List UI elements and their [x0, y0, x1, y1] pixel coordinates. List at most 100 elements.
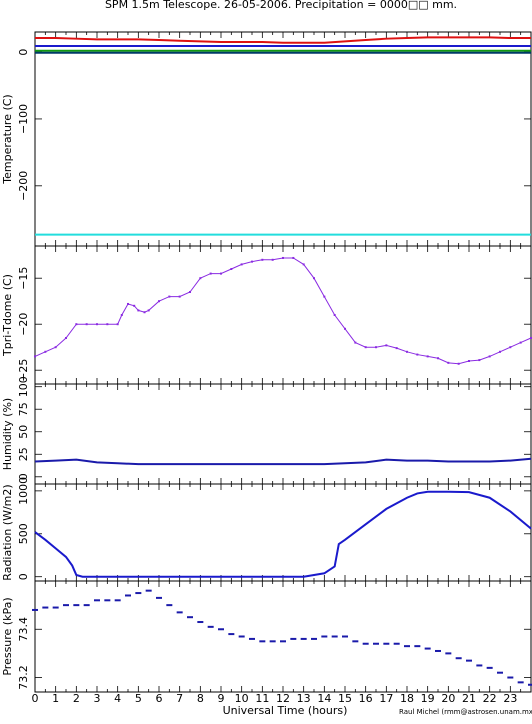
data-point — [166, 604, 173, 607]
y-tick-label: 0 — [17, 573, 30, 580]
data-point — [383, 642, 390, 645]
x-tick-label: 16 — [359, 692, 373, 705]
data-point — [373, 642, 379, 645]
x-tick-label: 1 — [52, 692, 59, 705]
x-tick-label: 20 — [441, 692, 455, 705]
data-point — [455, 657, 462, 660]
y-tick-label: 500 — [17, 523, 30, 544]
x-tick-label: 11 — [255, 692, 269, 705]
series-line — [34, 490, 532, 578]
y-tick-label: 0 — [17, 49, 30, 56]
data-point — [42, 606, 49, 609]
data-point — [290, 637, 297, 640]
y-tick-label: 25 — [17, 447, 30, 461]
series-line — [34, 257, 532, 365]
data-point — [238, 635, 245, 638]
data-point — [517, 681, 524, 684]
y-tick-label: 75 — [17, 402, 30, 416]
credit-text: Raul Michel (rmm@astrosen.unam.mx) — [399, 708, 532, 716]
x-tick-label: 22 — [483, 692, 497, 705]
y-tick-label: −15 — [17, 267, 30, 290]
y-tick-label: 50 — [17, 425, 30, 439]
data-point — [73, 604, 80, 607]
y-tick-label: 73.4 — [17, 617, 30, 642]
x-tick-label: 13 — [297, 692, 311, 705]
data-point — [393, 642, 400, 645]
data-point — [476, 664, 483, 667]
y-tick-label: 100 — [17, 376, 30, 397]
y-axis-label: Pressure (kPa) — [1, 597, 14, 675]
data-point — [321, 635, 328, 638]
x-tick-label: 23 — [503, 692, 517, 705]
y-tick-label: 1000 — [17, 477, 30, 505]
x-tick-label: 3 — [94, 692, 101, 705]
data-point — [466, 659, 472, 662]
panel-frame — [34, 483, 532, 582]
data-point — [445, 652, 452, 655]
data-point — [176, 611, 183, 614]
y-tick-label: 73.2 — [17, 665, 30, 690]
data-point — [52, 606, 59, 609]
data-point — [207, 625, 214, 628]
x-tick-label: 15 — [338, 692, 352, 705]
data-point — [414, 645, 421, 648]
data-point — [497, 671, 503, 674]
data-point — [83, 604, 90, 607]
y-tick-label: −20 — [17, 313, 30, 336]
x-tick-label: 6 — [156, 692, 163, 705]
x-tick-label: 10 — [235, 692, 249, 705]
data-point — [228, 633, 235, 636]
series-line — [34, 457, 532, 466]
x-tick-label: 4 — [114, 692, 121, 705]
x-tick-label: 2 — [73, 692, 80, 705]
x-tick-label: 8 — [197, 692, 204, 705]
data-point — [218, 628, 224, 631]
x-tick-label: 0 — [32, 692, 39, 705]
data-point — [352, 640, 359, 643]
x-tick-label: 18 — [400, 692, 414, 705]
data-point — [435, 649, 441, 652]
series-line — [35, 36, 531, 44]
x-tick-label: 21 — [462, 692, 476, 705]
data-point — [135, 592, 142, 595]
panel-frame — [34, 31, 532, 247]
y-axis-label: Temperature (C) — [1, 94, 14, 184]
data-point — [404, 645, 410, 648]
data-point — [300, 637, 307, 640]
data-point — [259, 640, 266, 643]
data-point — [269, 640, 276, 643]
data-point — [187, 616, 193, 619]
data-point — [156, 596, 162, 599]
data-point — [507, 676, 514, 679]
data-point — [197, 621, 204, 624]
data-point — [362, 642, 369, 645]
y-tick-label: 0 — [17, 473, 30, 480]
y-axis-label: Humidity (%) — [1, 398, 14, 470]
data-point — [486, 666, 493, 669]
data-point — [249, 637, 255, 640]
y-tick-label: −200 — [17, 171, 30, 201]
x-tick-label: 12 — [276, 692, 290, 705]
x-axis-label: Universal Time (hours) — [223, 704, 348, 717]
y-tick-label: −100 — [17, 104, 30, 134]
data-point — [424, 647, 431, 650]
data-point — [32, 608, 38, 611]
x-tick-label: 14 — [317, 692, 331, 705]
data-point — [528, 683, 532, 686]
data-point — [311, 637, 317, 640]
chart-title: SPM 1.5m Telescope. 26-05-2006. Precipit… — [105, 0, 457, 11]
x-tick-label: 9 — [218, 692, 225, 705]
panel-frame — [34, 383, 532, 485]
x-tick-label: 7 — [176, 692, 183, 705]
data-point — [94, 599, 100, 602]
y-axis-label: Radiation (W/m2) — [1, 484, 14, 580]
data-point — [145, 589, 152, 592]
y-tick-label: −25 — [17, 359, 30, 382]
panel-frame — [34, 580, 532, 693]
data-point — [280, 640, 286, 643]
x-tick-label: 17 — [379, 692, 393, 705]
data-point — [125, 594, 131, 597]
data-point — [114, 599, 121, 602]
